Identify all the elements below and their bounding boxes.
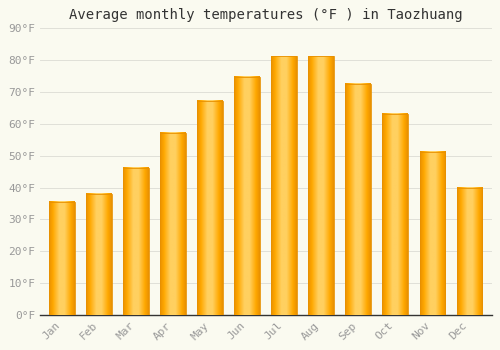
Title: Average monthly temperatures (°F ) in Taozhuang: Average monthly temperatures (°F ) in Ta… [69,8,462,22]
